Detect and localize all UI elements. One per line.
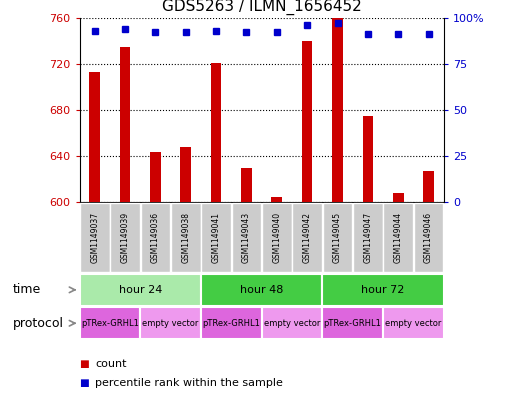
Text: GSM1149040: GSM1149040 — [272, 212, 281, 263]
Bar — [262, 203, 292, 272]
Text: protocol: protocol — [13, 317, 64, 330]
Text: ■: ■ — [80, 358, 89, 369]
Bar — [393, 193, 404, 202]
Title: GDS5263 / ILMN_1656452: GDS5263 / ILMN_1656452 — [162, 0, 362, 15]
Bar — [332, 18, 343, 202]
Bar — [302, 41, 312, 202]
Text: ■: ■ — [80, 378, 89, 388]
Bar — [322, 274, 444, 306]
Text: time: time — [13, 283, 41, 296]
Bar — [211, 63, 222, 202]
Bar — [271, 196, 282, 202]
Bar — [241, 168, 252, 202]
Bar — [322, 307, 383, 339]
Bar — [80, 274, 201, 306]
Text: GSM1149044: GSM1149044 — [393, 212, 403, 263]
Text: hour 48: hour 48 — [240, 285, 283, 295]
Text: GSM1149042: GSM1149042 — [303, 212, 312, 263]
Bar — [150, 152, 161, 202]
Text: percentile rank within the sample: percentile rank within the sample — [95, 378, 283, 388]
Bar — [141, 203, 170, 272]
Bar — [353, 203, 383, 272]
Text: GSM1149041: GSM1149041 — [211, 212, 221, 263]
Text: GSM1149036: GSM1149036 — [151, 212, 160, 263]
Bar — [201, 203, 231, 272]
Text: GSM1149043: GSM1149043 — [242, 212, 251, 263]
Text: hour 72: hour 72 — [361, 285, 405, 295]
Bar — [413, 203, 443, 272]
Bar — [231, 203, 261, 272]
Bar — [140, 307, 201, 339]
Bar — [120, 46, 130, 202]
Text: count: count — [95, 358, 126, 369]
Bar — [171, 203, 201, 272]
Bar — [201, 274, 322, 306]
Text: empty vector: empty vector — [385, 319, 442, 328]
Text: pTRex-GRHL1: pTRex-GRHL1 — [81, 319, 139, 328]
Bar — [201, 307, 262, 339]
Text: hour 24: hour 24 — [119, 285, 162, 295]
Bar — [181, 147, 191, 202]
Bar — [80, 203, 110, 272]
Bar — [262, 307, 322, 339]
Text: pTRex-GRHL1: pTRex-GRHL1 — [202, 319, 260, 328]
Text: GSM1149045: GSM1149045 — [333, 212, 342, 263]
Text: GSM1149038: GSM1149038 — [181, 212, 190, 263]
Text: empty vector: empty vector — [143, 319, 199, 328]
Bar — [423, 171, 434, 202]
Bar — [383, 203, 413, 272]
Text: GSM1149046: GSM1149046 — [424, 212, 433, 263]
Bar — [323, 203, 352, 272]
Bar — [292, 203, 322, 272]
Bar — [110, 203, 140, 272]
Text: pTRex-GRHL1: pTRex-GRHL1 — [324, 319, 382, 328]
Text: GSM1149047: GSM1149047 — [363, 212, 372, 263]
Text: GSM1149039: GSM1149039 — [121, 212, 130, 263]
Bar — [89, 72, 100, 202]
Bar — [363, 116, 373, 202]
Bar — [80, 307, 140, 339]
Text: GSM1149037: GSM1149037 — [90, 212, 99, 263]
Bar — [383, 307, 444, 339]
Text: empty vector: empty vector — [264, 319, 320, 328]
